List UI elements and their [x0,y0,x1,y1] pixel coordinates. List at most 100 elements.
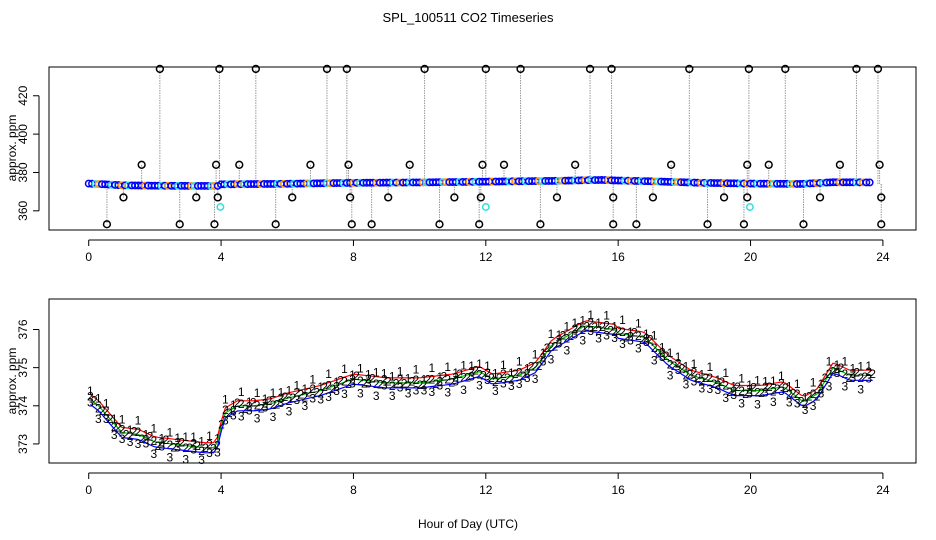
bottom-series-2-marker: 2 [361,377,368,391]
bottom-series-2-marker: 2 [151,434,158,448]
bottom-series-3-marker: 3 [206,446,213,460]
bottom-series-2-marker: 2 [687,368,694,382]
bottom-series-2-marker: 2 [317,386,324,400]
bottom-series-2-marker: 2 [722,378,729,392]
bottom-series-2-marker: 2 [830,365,837,379]
bottom-series-1-line [90,320,873,444]
bottom-series-1-marker: 1 [746,378,753,392]
bottom-series-1-marker: 1 [262,392,269,406]
bottom-series-1-marker: 1 [190,430,197,444]
bottom-series-3-marker: 3 [413,383,420,397]
bottom-series-2-marker: 2 [679,361,686,375]
bottom-series-1-marker: 1 [317,380,324,394]
bottom-series-1-marker: 1 [111,412,118,426]
bottom-series-2-marker: 2 [560,329,567,343]
bottom-series-3-marker: 3 [460,383,467,397]
top-outlier-point [877,220,886,229]
bottom-series-1-marker: 1 [770,374,777,388]
bottom-series-2-marker: 2 [623,331,630,345]
bottom-series-3-marker: 3 [818,386,825,400]
bottom-series-1-marker: 1 [182,430,189,444]
bottom-series-2-marker: 2 [651,341,658,355]
bottom-series-3-marker: 3 [365,377,372,391]
bottom-series-3-marker: 3 [143,437,150,451]
top-outlier-point [215,64,224,74]
top-outlier-point [288,193,297,202]
top-outlier-point [367,220,376,229]
bottom-series-2-marker: 2 [822,371,829,385]
bottom-series-2-marker: 2 [508,372,515,386]
bottom-series-2-marker: 2 [834,362,841,376]
bottom-series-1-marker: 1 [492,366,499,380]
bottom-series-1-marker: 1 [826,354,833,368]
bottom-series-2-marker: 2 [456,367,463,381]
bottom-series-2-marker: 2 [107,412,114,426]
bottom-series-1-marker: 1 [595,316,602,330]
bottom-series-1-marker: 1 [476,357,483,371]
bottom-series-1-marker: 1 [413,363,420,377]
bottom-series-1-marker: 1 [627,325,634,339]
bottom-series-2-marker: 2 [667,357,674,371]
bottom-series-2-marker: 2 [313,386,320,400]
bottom-series-2-marker: 2 [528,360,535,374]
bottom-series-2-marker: 2 [238,397,245,411]
bottom-series-1-marker: 1 [532,347,539,361]
bottom-series-2-marker: 2 [607,324,614,338]
bottom-series-2-marker: 2 [548,340,555,354]
top-outlier-point [739,220,749,229]
bottom-series-1-marker: 1 [818,377,825,391]
bottom-series-3-marker: 3 [309,392,316,406]
bottom-series-1-marker: 1 [540,346,547,360]
top-outlier-point [478,160,487,169]
bottom-series-2-marker: 2 [770,385,777,399]
bottom-series-2-marker: 2 [675,357,682,371]
bottom-series-3-marker: 3 [532,372,539,386]
bottom-series-3-marker: 3 [579,333,586,347]
bottom-series-1-marker: 1 [421,372,428,386]
top-x-tick-label: 24 [876,250,890,264]
bottom-series-3-marker: 3 [357,387,364,401]
bottom-series-3-marker: 3 [238,410,245,424]
bottom-series-1-marker: 1 [325,367,332,381]
bottom-series-3-marker: 3 [405,387,412,401]
bottom-series-3-marker: 3 [452,374,459,388]
bottom-series-3-marker: 3 [810,399,817,413]
bottom-series-3-marker: 3 [301,399,308,413]
bottom-series-1-marker: 1 [643,327,650,341]
bottom-series-1-marker: 1 [691,357,698,371]
bottom-series-3-marker: 3 [627,334,634,348]
bottom-series-1-marker: 1 [429,361,436,375]
bottom-series-2-marker: 2 [484,366,491,380]
bottom-series-3-marker: 3 [619,337,626,351]
bottom-series-2-marker: 2 [353,369,360,383]
bottom-series-3-marker: 3 [738,397,745,411]
top-outlier-point [211,160,221,169]
top-marks [84,64,886,229]
bottom-series-1-marker: 1 [810,376,817,390]
bottom-series-3-marker: 3 [754,398,761,412]
bottom-series-1-marker: 1 [786,379,793,393]
bottom-series-3-marker: 3 [643,335,650,349]
bottom-series-2-marker: 2 [234,396,241,410]
bottom-series-2-marker: 2 [504,371,511,385]
bottom-series-2-marker: 2 [818,382,825,396]
bottom-series-2-marker: 2 [389,379,396,393]
top-outlier-point [835,160,845,169]
bottom-series-2-marker: 2 [170,440,177,454]
bottom-series-3-marker: 3 [476,378,483,392]
bottom-series-2-marker: 2 [297,388,304,402]
bottom-series-3-marker: 3 [436,379,443,393]
bottom-series-3-marker: 3 [508,379,515,393]
bottom-series-2-marker: 2 [552,339,559,353]
bottom-series-2-marker: 2 [178,436,185,450]
bottom-series-3-marker: 3 [468,369,475,383]
bottom-series-1-marker: 1 [524,361,531,375]
top-outlier-point [137,160,146,169]
bottom-series-2-marker: 2 [842,367,849,381]
bottom-series-2-marker: 2 [369,372,376,386]
bottom-series-1-marker: 1 [365,367,372,381]
bottom-series-3-marker: 3 [119,432,126,446]
bottom-series-3-marker: 3 [325,390,332,404]
bottom-series-1-marker: 1 [500,358,507,372]
